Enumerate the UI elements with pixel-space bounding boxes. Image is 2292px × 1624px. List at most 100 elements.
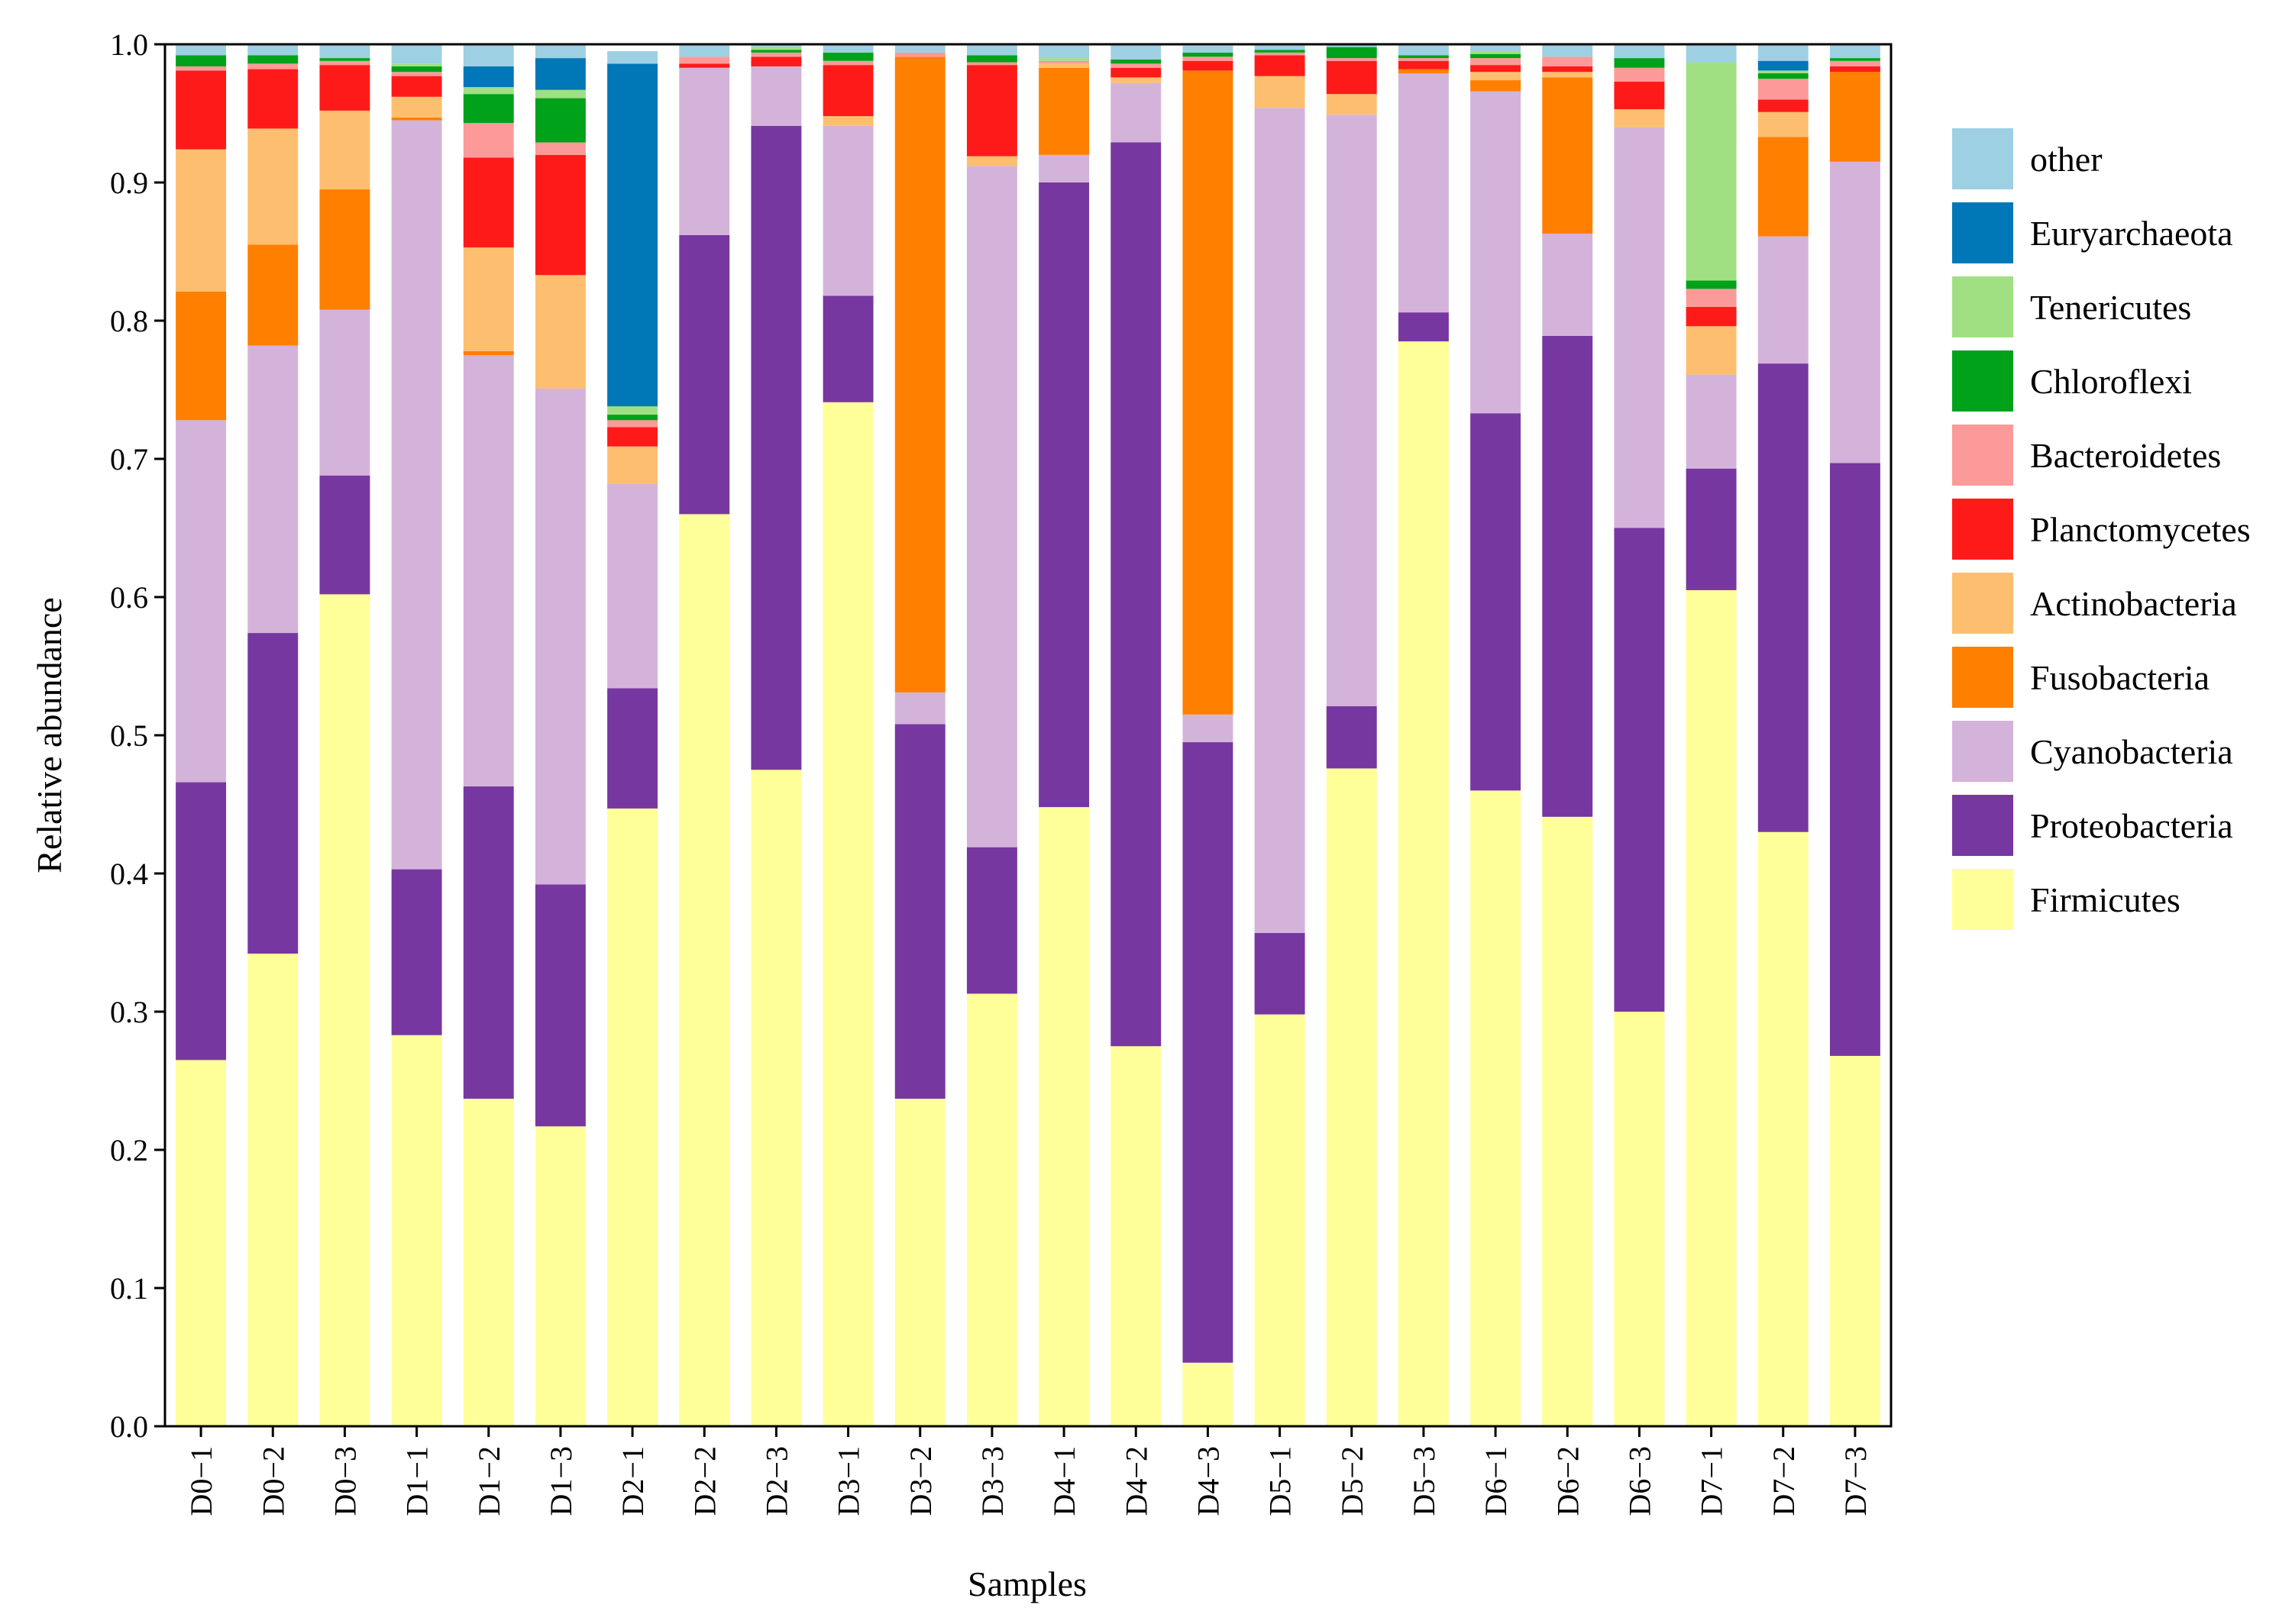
- x-tick-label: D0−2: [256, 1446, 290, 1516]
- bar-segment: [1254, 50, 1305, 53]
- bar-segment: [463, 44, 514, 66]
- bar-stack: [894, 44, 946, 1426]
- y-tick-label: 0.5: [110, 718, 148, 753]
- bar-segment: [751, 47, 802, 50]
- bar-segment: [1470, 790, 1521, 1426]
- bar-segment: [1254, 932, 1305, 1015]
- bars-layer: [176, 44, 1880, 1427]
- legend-item: Actinobacteria: [1952, 573, 2237, 634]
- x-tick-label: D4−2: [1119, 1446, 1153, 1516]
- x-tick-label: D6−1: [1479, 1446, 1513, 1516]
- bar-stack: [1614, 44, 1665, 1426]
- bar-stack: [966, 44, 1017, 1426]
- bar-segment: [1686, 589, 1737, 1427]
- bar-segment: [1326, 47, 1377, 59]
- bar-segment: [607, 63, 658, 407]
- bar-segment: [391, 44, 442, 64]
- bar-segment: [391, 120, 442, 870]
- legend-item: Planctomycetes: [1952, 499, 2251, 560]
- legend-label: Proteobacteria: [2030, 806, 2233, 845]
- bar-segment: [751, 770, 802, 1426]
- bar-segment: [391, 869, 442, 1035]
- legend-item: other: [1952, 128, 2103, 189]
- bar-segment: [463, 247, 514, 351]
- bar-segment: [463, 66, 514, 88]
- legend-swatch: [1952, 869, 2013, 930]
- legend-swatch: [1952, 721, 2013, 782]
- bar-segment: [1254, 55, 1305, 76]
- bar-segment: [1829, 161, 1880, 463]
- bar-stack: [1398, 44, 1449, 1426]
- bar-segment: [391, 63, 442, 66]
- bar-segment: [1110, 77, 1162, 83]
- x-tick-label: D3−1: [832, 1446, 866, 1516]
- legend-item: Fusobacteria: [1952, 647, 2210, 708]
- bar-segment: [751, 50, 802, 53]
- bar-segment: [535, 44, 586, 59]
- bar-segment: [1110, 1046, 1162, 1426]
- bar-stack: [247, 44, 299, 1426]
- bar-segment: [535, 98, 586, 143]
- bar-segment: [391, 66, 442, 73]
- bar-segment: [894, 52, 946, 57]
- bar-segment: [751, 44, 802, 47]
- bar-segment: [679, 57, 730, 64]
- bar-segment: [823, 52, 874, 61]
- x-tick-label: D4−1: [1047, 1446, 1081, 1516]
- bar-segment: [319, 475, 370, 595]
- legend-label: Actinobacteria: [2030, 584, 2237, 623]
- x-tick-label: D6−2: [1550, 1446, 1585, 1516]
- bar-segment: [679, 63, 730, 68]
- bar-segment: [607, 415, 658, 421]
- bar-segment: [319, 110, 370, 190]
- bar-segment: [535, 884, 586, 1127]
- bar-stack: [463, 44, 514, 1426]
- y-tick-label: 1.0: [110, 27, 148, 62]
- bar-segment: [607, 420, 658, 428]
- bar-segment: [1254, 1014, 1305, 1426]
- x-tick-label: D4−3: [1191, 1446, 1225, 1516]
- bar-segment: [247, 633, 299, 954]
- x-tick-label: D1−2: [472, 1446, 506, 1516]
- legend-item: Cyanobacteria: [1952, 721, 2233, 782]
- legend-swatch: [1952, 647, 2013, 708]
- bar-segment: [391, 72, 442, 76]
- y-axis: 0.0 0.1 0.2 0.3 0.4 0.5 0.6 0.7 0.8 0.9 1.0: [110, 27, 165, 1444]
- bar-segment: [1686, 306, 1737, 327]
- bar-segment: [1470, 413, 1521, 791]
- bar-segment: [176, 1060, 227, 1426]
- legend-item: Tenericutes: [1952, 276, 2191, 337]
- bar-segment: [463, 350, 514, 356]
- bar-segment: [1614, 81, 1665, 110]
- bar-segment: [1398, 73, 1449, 313]
- bar-segment: [1470, 58, 1521, 66]
- bar-segment: [463, 1099, 514, 1426]
- bar-segment: [1039, 58, 1090, 61]
- bar-segment: [1686, 374, 1737, 469]
- bar-segment: [463, 94, 514, 124]
- bar-segment: [463, 123, 514, 158]
- bar-segment: [1182, 742, 1233, 1363]
- y-tick-label: 0.2: [110, 1133, 148, 1167]
- x-tick-label: D5−2: [1335, 1446, 1369, 1516]
- bar-segment: [176, 420, 227, 783]
- legend-item: Bacteroidetes: [1952, 425, 2221, 486]
- bar-segment: [607, 483, 658, 689]
- bar-segment: [391, 117, 442, 121]
- bar-segment: [391, 96, 442, 118]
- bar-segment: [1182, 60, 1233, 71]
- legend-swatch: [1952, 276, 2013, 337]
- bar-segment: [1254, 76, 1305, 108]
- bar-segment: [1757, 236, 1809, 364]
- bar-segment: [1470, 53, 1521, 59]
- x-tick-label: D2−1: [616, 1446, 650, 1516]
- legend-label: Bacteroidetes: [2030, 436, 2221, 475]
- x-tick-label: D5−3: [1407, 1446, 1441, 1516]
- bar-segment: [823, 125, 874, 296]
- x-tick-label: D0−3: [328, 1446, 362, 1516]
- bar-segment: [751, 57, 802, 66]
- bar-stack: [1757, 44, 1809, 1426]
- bar-segment: [1829, 463, 1880, 1056]
- bar-segment: [679, 514, 730, 1426]
